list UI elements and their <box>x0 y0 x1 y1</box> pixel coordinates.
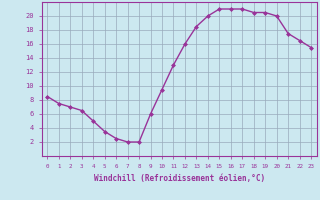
X-axis label: Windchill (Refroidissement éolien,°C): Windchill (Refroidissement éolien,°C) <box>94 174 265 183</box>
